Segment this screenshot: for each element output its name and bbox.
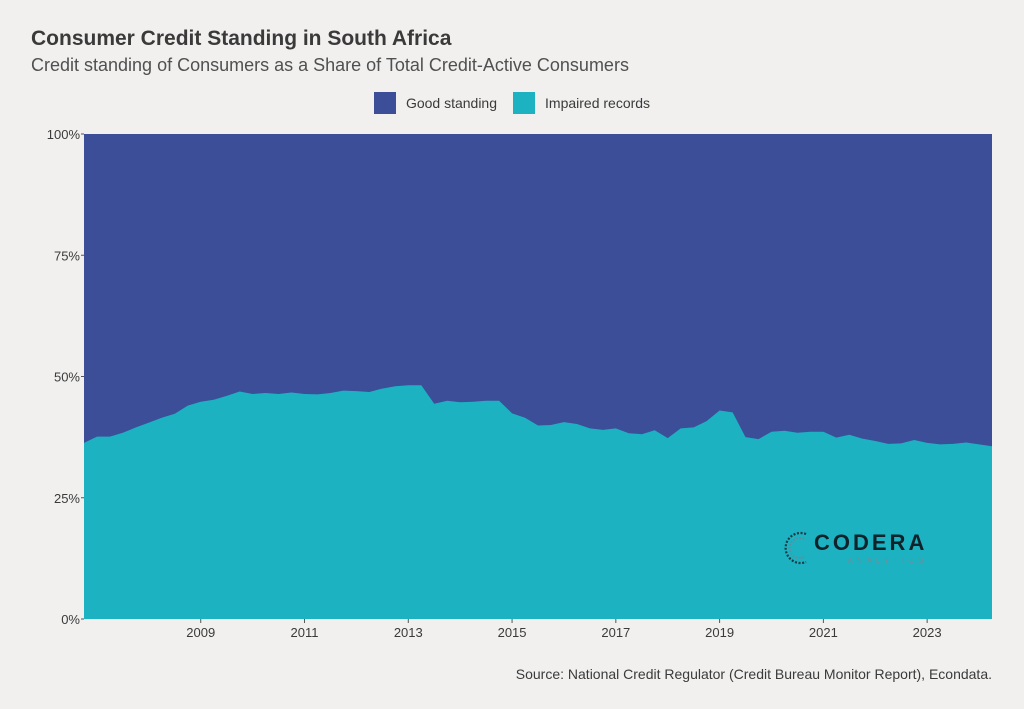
- x-tick-label: 2021: [809, 625, 838, 640]
- y-axis: 0% 25% 50% 75% 100%: [47, 127, 84, 627]
- source-note: Source: National Credit Regulator (Credi…: [515, 666, 992, 682]
- legend-label-impaired-records: Impaired records: [545, 95, 651, 111]
- legend-swatch-good-standing: [373, 92, 396, 114]
- logo-tagline: ANALYTICS: [847, 555, 928, 565]
- x-tick-label: 2017: [601, 625, 630, 640]
- chart-title: Consumer Credit Standing in South Africa: [31, 27, 452, 50]
- codera-logo-icon: [784, 531, 807, 565]
- legend: Good standing Impaired records: [0, 92, 1024, 114]
- x-tick-label: 2009: [186, 625, 215, 640]
- legend-swatch-impaired-records: [513, 92, 536, 114]
- codera-logo: CODERA ANALYTICS: [782, 528, 927, 568]
- x-tick-label: 2013: [394, 625, 423, 640]
- legend-item-good-standing[interactable]: Good standing: [373, 92, 498, 114]
- logo-name: CODERA: [814, 529, 928, 555]
- x-tick-label: 2019: [705, 625, 734, 640]
- x-tick-label: 2023: [913, 625, 942, 640]
- y-tick-label: 100%: [47, 127, 81, 142]
- x-tick-label: 2011: [291, 625, 319, 640]
- y-tick-label: 75%: [54, 248, 80, 263]
- impaired-records-area: [84, 385, 992, 619]
- y-tick-label: 25%: [54, 491, 80, 506]
- chart-subtitle: Credit standing of Consumers as a Share …: [31, 55, 629, 75]
- legend-label-good-standing: Good standing: [405, 95, 498, 111]
- y-tick-label: 0%: [61, 612, 80, 627]
- y-tick-label: 50%: [54, 370, 80, 385]
- legend-item-impaired-records[interactable]: Impaired records: [513, 92, 650, 114]
- x-tick-label: 2015: [498, 625, 527, 640]
- x-axis: 2009 2011 2013 2015 2017 2019 2021 2023: [186, 619, 942, 640]
